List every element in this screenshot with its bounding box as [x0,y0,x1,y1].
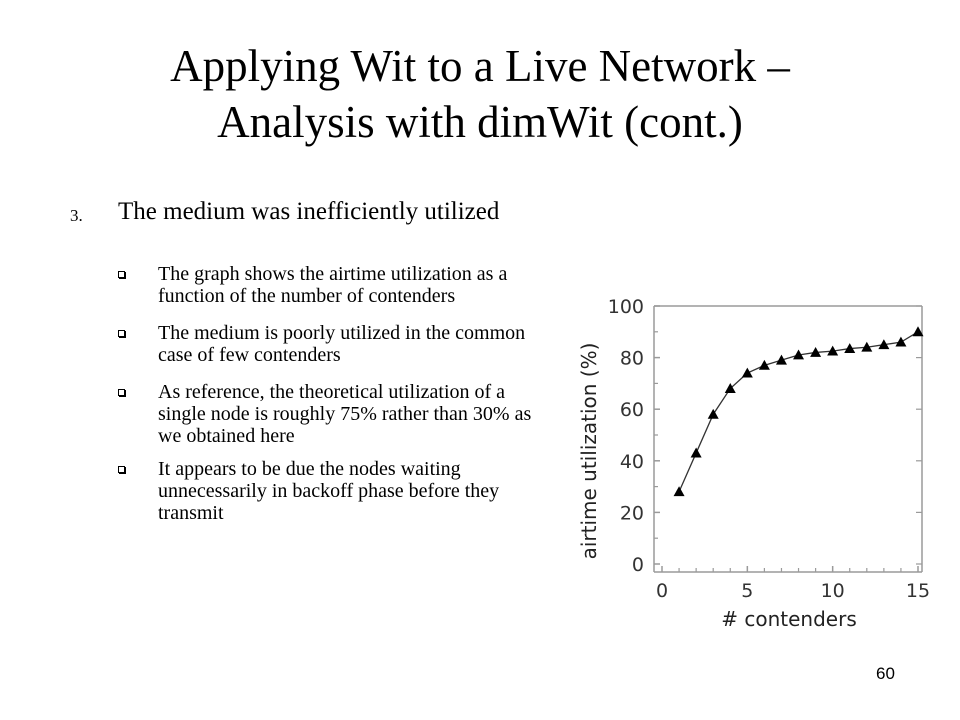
y-axis-ticks: 0 20 40 60 80 100 [608,296,922,576]
data-point [912,326,924,337]
y-tick-label: 100 [608,296,644,318]
y-tick-label: 60 [620,399,644,421]
data-point [878,339,890,350]
data-series [673,326,924,497]
main-bullet-number: 3. [70,206,83,225]
data-point [690,447,702,458]
x-tick-label: 15 [906,580,930,602]
slide-title: Applying Wit to a Live Network – Analysi… [40,38,920,150]
slide-title-line-2: Analysis with dimWit (cont.) [217,97,743,147]
x-tick-label: 10 [821,580,845,602]
data-point [724,383,736,393]
y-tick-label: 40 [620,451,644,473]
page-number: 60 [876,664,895,683]
square-bullet-icon [118,466,125,473]
sub-bullet: It appears to be due the nodes waiting u… [118,458,548,524]
sub-bullet-text: The medium is poorly utilized in the com… [158,322,526,366]
y-axis-label: airtime utilization (%) [577,343,601,560]
sub-bullet-text: The graph shows the airtime utilization … [158,263,508,307]
data-point [844,343,856,353]
data-point [758,359,770,370]
data-point [673,486,685,497]
square-bullet-icon [118,271,125,278]
y-tick-label: 80 [620,348,644,370]
main-bullet-text: The medium was inefficiently utilized [118,198,500,225]
x-axis-label: # contenders [721,607,857,631]
main-bullet: 3. The medium was inefficiently utilized [70,196,530,227]
sub-bullet-text: As reference, the theoretical utilizatio… [158,381,532,447]
data-point [895,336,907,347]
square-bullet-icon [118,389,125,396]
data-point [810,346,822,357]
data-point [707,408,719,419]
square-bullet-icon [118,330,125,337]
plot-frame [653,305,923,573]
data-point [827,345,839,356]
sub-bullet-list: The graph shows the airtime utilization … [118,263,548,524]
data-point [793,349,805,360]
sub-bullet: As reference, the theoretical utilizatio… [118,381,548,447]
x-tick-label: 5 [741,580,753,602]
airtime-utilization-chart: 0 5 10 15 0 20 40 60 80 100 airtime utilization … [577,296,930,631]
sub-bullet: The medium is poorly utilized in the com… [118,322,548,366]
sub-bullet-text: It appears to be due the nodes waiting u… [158,458,500,524]
sub-bullet: The graph shows the airtime utilization … [118,263,548,307]
x-tick-label: 0 [656,580,668,602]
data-point [861,341,873,352]
data-point [775,354,787,365]
y-tick-label: 0 [632,554,644,576]
x-axis-ticks: 0 5 10 15 [656,566,930,602]
data-point [741,367,753,378]
slide-title-line-1: Applying Wit to a Live Network – [170,41,790,91]
y-tick-label: 20 [620,502,644,524]
